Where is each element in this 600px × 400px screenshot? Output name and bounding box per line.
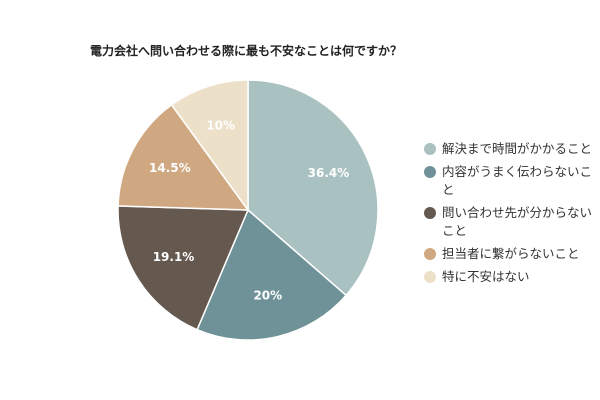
pie-slice: [247, 79, 379, 297]
chart-title: 電力会社へ問い合わせる際に最も不安なことは何ですか？: [90, 44, 403, 58]
legend-swatch: [424, 143, 436, 155]
value-label: 10%: [206, 118, 235, 132]
legend-label: 担当者に繋がらないこと: [442, 246, 580, 261]
legend-item: 担当者に繋がらないこと: [424, 245, 600, 263]
legend-swatch: [424, 166, 436, 178]
legend-swatch: [424, 248, 436, 260]
legend-item: 内容がうまく伝わらないこと: [424, 163, 600, 199]
legend-item: 特に不安はない: [424, 268, 600, 286]
value-label: 20%: [253, 289, 282, 303]
pie-slice: [117, 205, 250, 331]
legend-item: 問い合わせ先が分からないこと: [424, 204, 600, 240]
value-label: 19.1%: [153, 250, 195, 264]
legend-item: 解決まで時間がかかること: [424, 140, 600, 158]
legend-swatch: [424, 271, 436, 283]
legend: 解決まで時間がかかること内容がうまく伝わらないこと 問い合わせ先が分からないこと担…: [424, 140, 600, 291]
value-label: 36.4%: [308, 166, 350, 180]
pie-slice: [170, 79, 249, 213]
legend-label: 特に不安はない: [442, 269, 530, 284]
legend-swatch: [424, 207, 436, 219]
legend-label: 内容がうまく伝わらないこと: [442, 164, 593, 197]
legend-label: 問い合わせ先が分からないこと: [442, 205, 593, 238]
value-label: 14.5%: [149, 161, 191, 175]
legend-label: 解決まで時間がかかること: [442, 141, 593, 156]
pie-slice: [117, 103, 250, 211]
